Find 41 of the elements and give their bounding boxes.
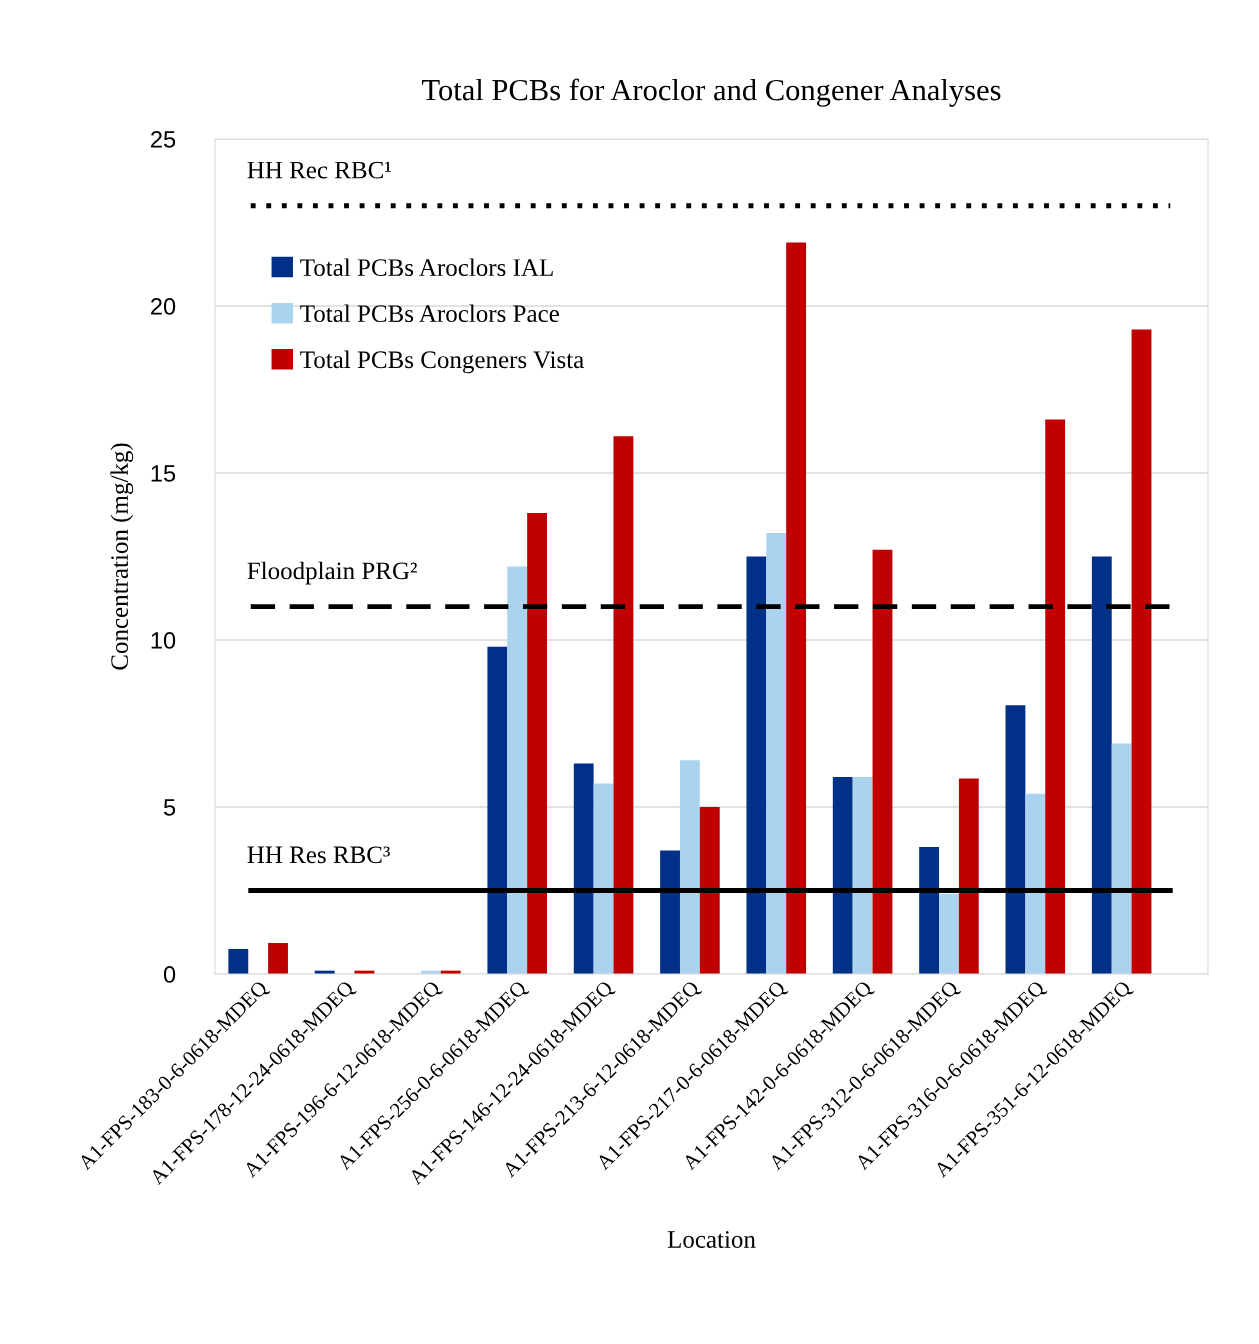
- bar: [487, 646, 508, 974]
- bar: [939, 893, 959, 974]
- y-tick-label: 0: [163, 966, 176, 983]
- legend-label: Total PCBs Aroclors Pace: [300, 304, 559, 323]
- y-axis-title: Concentration (mg/kg): [110, 443, 134, 670]
- y-tick-label: 5: [163, 799, 176, 816]
- bar: [507, 566, 528, 974]
- bar: [699, 807, 720, 974]
- y-tick-label: 15: [151, 465, 176, 482]
- bar: [1045, 419, 1066, 974]
- bar: [613, 436, 634, 974]
- bar: [919, 847, 940, 974]
- ref-line-label: HH Res RBC³: [247, 846, 390, 864]
- bar: [958, 778, 979, 974]
- bar: [1091, 556, 1112, 974]
- bar: [268, 942, 288, 974]
- chart-title: Total PCBs for Aroclor and Congener Analyses: [422, 78, 1001, 107]
- bar: [527, 513, 548, 974]
- bar: [872, 549, 893, 974]
- bar: [1131, 329, 1152, 974]
- bar: [786, 242, 807, 974]
- legend-label: Total PCBs Congeners Vista: [300, 350, 584, 374]
- y-tick-label: 20: [151, 298, 176, 315]
- bar: [852, 776, 873, 974]
- bar: [1005, 705, 1026, 974]
- legend-label: Total PCBs Aroclors IAL: [300, 258, 553, 277]
- bar: [679, 760, 700, 974]
- bar: [660, 850, 680, 974]
- bar: [593, 783, 614, 974]
- bar: [746, 556, 767, 974]
- x-axis-title: Location: [667, 1231, 756, 1248]
- bar: [1025, 793, 1046, 974]
- bar: [766, 533, 787, 974]
- bar: [832, 776, 853, 974]
- bar: [573, 763, 594, 974]
- ref-line-label: HH Rec RBC¹: [247, 161, 391, 179]
- bar: [228, 948, 249, 974]
- ref-line-label: Floodplain PRG²: [247, 561, 417, 585]
- y-tick-label: 25: [151, 131, 176, 148]
- y-tick-label: 10: [151, 632, 176, 649]
- bar: [1111, 743, 1132, 974]
